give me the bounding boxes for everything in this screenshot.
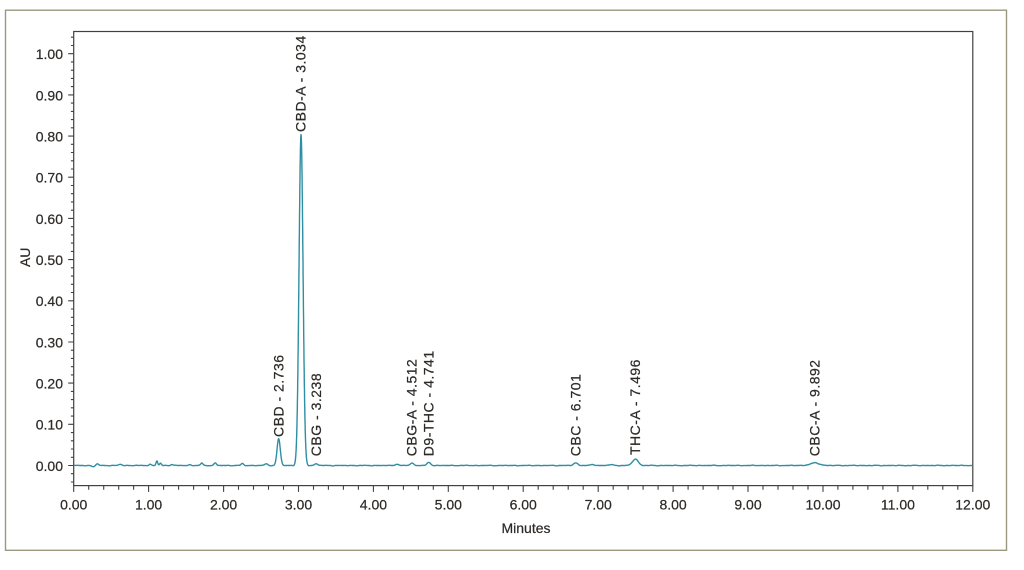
- svg-text:CBG-A - 4.512: CBG-A - 4.512: [403, 359, 419, 457]
- svg-text:0.10: 0.10: [36, 417, 63, 433]
- svg-text:THC-A - 7.496: THC-A - 7.496: [627, 359, 643, 455]
- svg-text:CBC - 6.701: CBC - 6.701: [567, 374, 583, 457]
- svg-text:1.00: 1.00: [135, 497, 162, 513]
- svg-text:4.00: 4.00: [360, 497, 387, 513]
- svg-text:2.00: 2.00: [210, 497, 237, 513]
- svg-text:CBD - 2.736: CBD - 2.736: [270, 354, 286, 437]
- svg-text:AU: AU: [17, 248, 33, 267]
- svg-text:0.80: 0.80: [36, 129, 63, 145]
- svg-text:CBC-A - 9.892: CBC-A - 9.892: [807, 359, 823, 456]
- svg-text:0.00: 0.00: [60, 497, 87, 513]
- svg-text:0.70: 0.70: [36, 170, 63, 186]
- svg-text:7.00: 7.00: [585, 497, 612, 513]
- svg-text:D9-THC - 4.741: D9-THC - 4.741: [421, 350, 437, 456]
- svg-text:3.00: 3.00: [285, 497, 312, 513]
- svg-text:1.00: 1.00: [36, 46, 63, 62]
- svg-text:12.00: 12.00: [955, 497, 990, 513]
- svg-text:0.30: 0.30: [36, 334, 63, 350]
- svg-text:0.90: 0.90: [36, 87, 63, 103]
- svg-text:CBG - 3.238: CBG - 3.238: [308, 373, 324, 456]
- svg-text:11.00: 11.00: [881, 497, 915, 513]
- svg-text:0.00: 0.00: [36, 458, 63, 474]
- svg-text:0.20: 0.20: [36, 376, 63, 392]
- svg-text:8.00: 8.00: [659, 497, 686, 513]
- svg-text:5.00: 5.00: [435, 497, 462, 513]
- svg-text:CBD-A - 3.034: CBD-A - 3.034: [293, 35, 309, 132]
- svg-text:Minutes: Minutes: [501, 520, 550, 536]
- svg-text:0.60: 0.60: [36, 211, 63, 227]
- svg-text:0.50: 0.50: [36, 252, 63, 268]
- svg-text:10.00: 10.00: [805, 497, 840, 513]
- svg-text:9.00: 9.00: [734, 497, 761, 513]
- svg-text:6.00: 6.00: [510, 497, 537, 513]
- svg-text:0.40: 0.40: [36, 293, 63, 309]
